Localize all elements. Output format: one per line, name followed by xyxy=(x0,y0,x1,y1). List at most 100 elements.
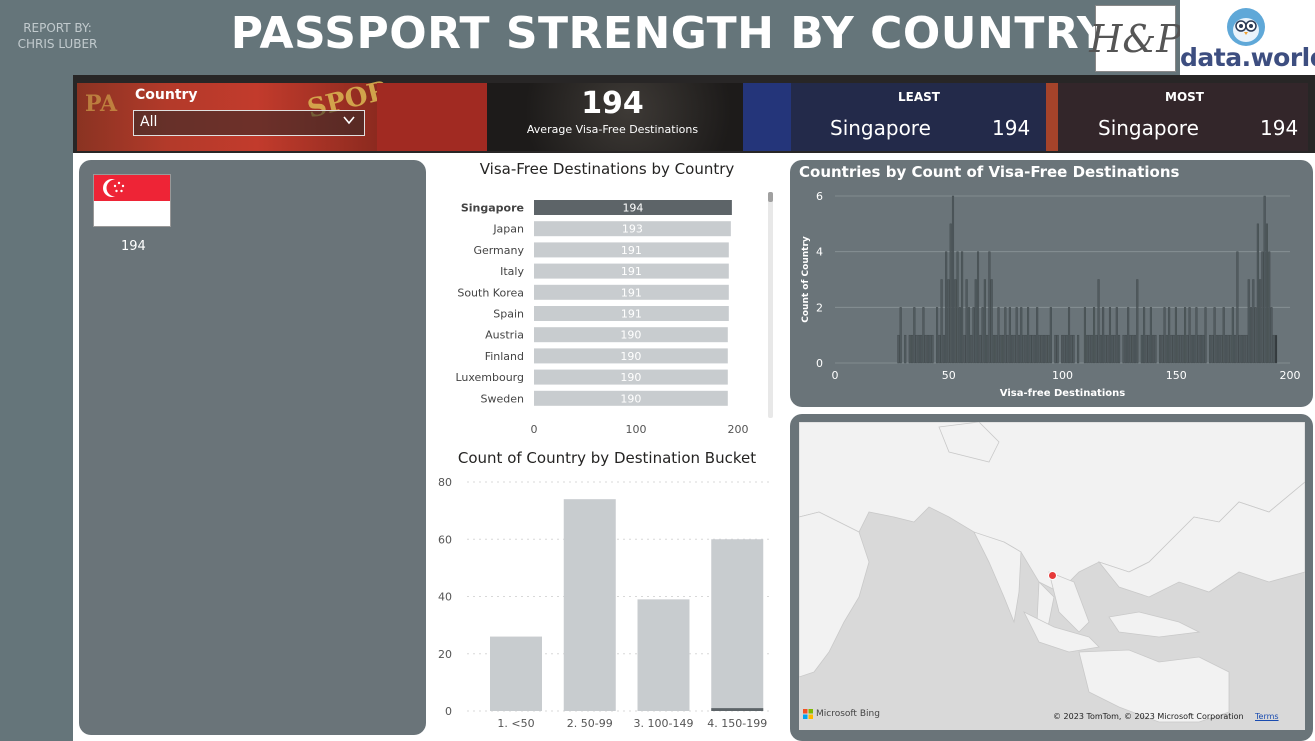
histogram-bar xyxy=(911,334,914,364)
y-axis-label: Count of Country xyxy=(801,236,811,323)
histogram-bar xyxy=(1127,307,1130,364)
histogram-bar xyxy=(1154,334,1157,364)
report-by-label: REPORT BY: xyxy=(23,21,92,35)
kpi-least-label: LEAST xyxy=(898,90,940,104)
histogram-bar xyxy=(988,251,991,364)
map-terms-link[interactable]: Terms xyxy=(1255,712,1279,721)
y-tick-label: 20 xyxy=(438,648,452,661)
histogram-bar xyxy=(913,307,916,364)
histogram-bar xyxy=(1259,279,1262,364)
histogram-bar xyxy=(1152,334,1155,364)
histogram-bar xyxy=(1106,334,1109,364)
histogram-bar xyxy=(1188,307,1191,364)
y-tick-label: 2 xyxy=(816,301,823,314)
histogram-bar xyxy=(1065,334,1068,364)
histogram-bar xyxy=(1097,279,1100,364)
histogram-bar xyxy=(1017,334,1021,364)
histogram-bar xyxy=(920,334,923,364)
histogram-bar xyxy=(908,334,911,364)
bar xyxy=(534,200,732,215)
x-tick-label: 0 xyxy=(832,369,839,382)
histogram-bar xyxy=(1168,307,1171,364)
bar-category-label: South Korea xyxy=(457,286,524,299)
histogram-bar xyxy=(1163,307,1166,364)
histogram-bar xyxy=(899,307,902,364)
x-axis-label: Visa-free Destinations xyxy=(1000,388,1125,399)
histogram-bar xyxy=(1054,334,1057,364)
histogram-bar xyxy=(965,279,968,364)
histogram-bar xyxy=(967,307,970,364)
passport-image-5 xyxy=(791,83,1046,151)
country-dropdown[interactable]: All xyxy=(133,110,365,136)
histogram-bar xyxy=(1161,334,1164,364)
bar-data-label: 190 xyxy=(620,329,641,342)
bucket-column-chart[interactable]: 80 60 40 20 0 1. <50 2. 50-99 3. 100-149 4. 150-… xyxy=(432,470,782,735)
microsoft-icon xyxy=(803,709,813,719)
bar-category-label: Japan xyxy=(492,223,524,236)
dropdown-value: All xyxy=(140,114,158,130)
histogram-bar xyxy=(999,334,1002,364)
histogram-bar xyxy=(1086,334,1089,364)
histogram-bar xyxy=(1011,334,1014,364)
histogram-bar xyxy=(940,279,943,364)
bar-data-label: 190 xyxy=(620,392,641,405)
histogram-bar xyxy=(997,307,1000,364)
flag-red-band xyxy=(94,175,170,201)
bar-data-label: 193 xyxy=(622,223,643,236)
histogram-bar xyxy=(958,307,961,364)
bar xyxy=(490,636,542,711)
kpi-most: MOST Singapore 194 xyxy=(1086,88,1306,148)
histogram-bar xyxy=(976,251,980,364)
histogram-bar xyxy=(1147,334,1150,364)
histogram-bar xyxy=(1145,334,1148,364)
world-map[interactable]: Microsoft Bing © 2023 TomTom, © 2023 Mic… xyxy=(799,422,1305,730)
histogram-bar xyxy=(1261,251,1264,364)
histogram-bar xyxy=(1111,334,1114,364)
histogram-bar xyxy=(1027,307,1030,364)
page-title: PASSPORT STRENGTH BY COUNTRY xyxy=(230,8,1110,59)
histogram-title: Countries by Count of Visa-Free Destinat… xyxy=(799,163,1180,181)
bar xyxy=(711,539,764,711)
histogram-bar xyxy=(1227,334,1230,364)
histogram-bar xyxy=(1063,334,1066,364)
bar xyxy=(534,390,728,406)
histogram-bar xyxy=(938,334,941,364)
data-world-wordmark: data.world xyxy=(1180,43,1315,72)
flag-white-band xyxy=(94,201,170,226)
passport-image-2 xyxy=(377,83,487,151)
histogram-bar xyxy=(1104,334,1107,364)
histogram-bar xyxy=(1070,334,1073,364)
histogram-bar xyxy=(1013,334,1016,364)
histogram-bar xyxy=(961,251,964,364)
map-marker-singapore[interactable] xyxy=(1048,571,1057,580)
histogram-bar xyxy=(1024,334,1027,364)
bar xyxy=(534,221,731,237)
bar xyxy=(534,348,728,364)
x-tick-label: 100 xyxy=(1052,369,1073,382)
map-land xyxy=(799,422,1305,723)
histogram-bar xyxy=(915,334,918,364)
kpi-least-country: Singapore xyxy=(830,116,931,140)
histogram-bar xyxy=(1067,307,1071,364)
histogram-bar xyxy=(1033,334,1036,364)
chevron-down-icon xyxy=(342,113,356,131)
histogram-bar xyxy=(1118,334,1121,364)
bar xyxy=(534,369,728,385)
histogram-bar xyxy=(1245,334,1248,364)
report-by-name: CHRIS LUBER xyxy=(17,37,98,51)
histogram-bar xyxy=(1122,334,1125,364)
singapore-flag[interactable] xyxy=(93,174,171,227)
visa-free-bar-chart[interactable]: Singapore 194 Japan 193 Germany 191 Italy 191 So… xyxy=(432,188,782,443)
histogram-bar xyxy=(1268,251,1271,364)
histogram-bar xyxy=(1136,279,1139,364)
histogram-bar xyxy=(1265,223,1268,364)
histogram-bar xyxy=(1190,334,1193,364)
histogram-bar xyxy=(981,307,984,364)
histogram-bar xyxy=(1093,307,1096,364)
passport-image-3 xyxy=(487,83,743,151)
country-slicer[interactable]: Country All xyxy=(122,82,377,150)
histogram-bar xyxy=(1129,334,1132,364)
bar-data-label: 191 xyxy=(621,286,642,299)
histogram-bar xyxy=(1077,334,1080,364)
